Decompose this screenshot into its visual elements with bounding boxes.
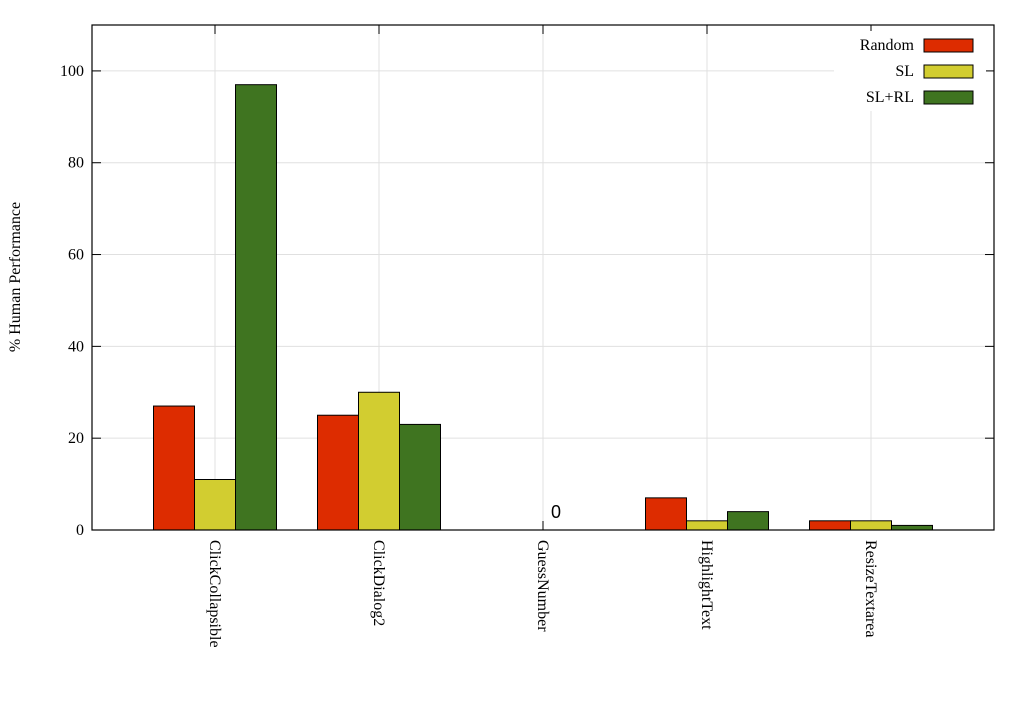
- x-tick-label: ClickDialog2: [370, 540, 387, 626]
- bar: [194, 479, 236, 531]
- bar: [317, 414, 359, 531]
- y-axis-label: % Human Performance: [7, 202, 24, 352]
- annotation: 0: [551, 502, 561, 522]
- legend-label: SL+RL: [866, 89, 914, 106]
- legend-label: SL: [895, 63, 914, 80]
- bar: [850, 520, 892, 531]
- bar: [235, 84, 277, 531]
- bar: [645, 497, 687, 531]
- bar: [153, 405, 195, 531]
- bar: [686, 520, 728, 531]
- bar: [727, 511, 769, 531]
- legend-swatch: [923, 64, 974, 79]
- bar: [891, 524, 933, 531]
- legend-label: Random: [860, 37, 915, 54]
- y-tick-label: 60: [68, 247, 84, 264]
- x-tick-label: HighlightText: [698, 540, 715, 630]
- legend-swatch: [923, 38, 974, 53]
- bar: [399, 423, 441, 531]
- y-tick-label: 80: [68, 155, 84, 172]
- x-tick-label: ResizeTextarea: [862, 540, 879, 637]
- y-tick-label: 20: [68, 430, 84, 447]
- legend-swatch: [923, 90, 974, 105]
- x-tick-label: GuessNumber: [534, 540, 551, 632]
- x-tick-label: ClickCollapsible: [206, 540, 223, 648]
- y-tick-label: 40: [68, 338, 84, 355]
- y-tick-label: 0: [76, 522, 84, 539]
- plot-frame: [91, 24, 995, 531]
- bar: [358, 391, 400, 531]
- y-tick-label: 100: [60, 63, 84, 80]
- bar: [809, 520, 851, 531]
